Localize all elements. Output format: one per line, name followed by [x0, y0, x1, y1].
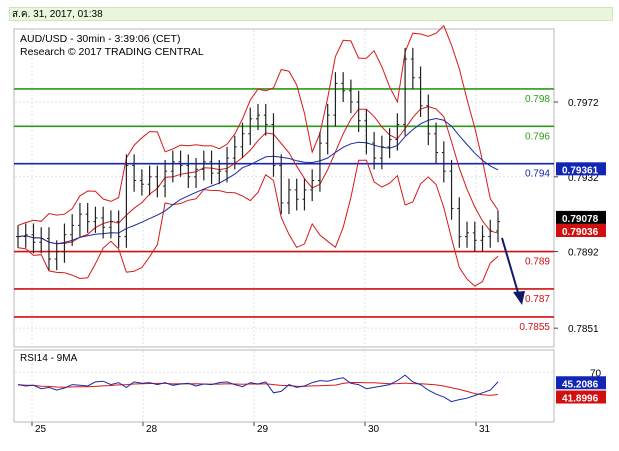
- price-badge-pointer: [556, 163, 561, 176]
- chart-title: AUD/USD - 30min - 3:39:06 (CET): [20, 33, 180, 45]
- price-bars: [16, 47, 500, 271]
- x-tick-label: 29: [257, 424, 269, 435]
- upper-band: [17, 24, 499, 226]
- timestamp-label: ส.ค. 31, 2017, 01:38: [9, 7, 613, 21]
- price-badge: [556, 162, 606, 176]
- rsi-series: [17, 374, 499, 403]
- chart-subtitle: Research © 2017 TRADING CENTRAL: [20, 46, 204, 58]
- top-bar: ส.ค. 31, 2017, 01:38: [0, 0, 619, 28]
- rsi-tick-label: 70: [590, 368, 602, 379]
- y-tick-label: 0.7972: [568, 98, 599, 109]
- x-tick-label: 25: [35, 424, 47, 435]
- x-tick-label: 31: [479, 424, 491, 435]
- moving-average: [17, 117, 499, 245]
- level-label: 0.787: [525, 294, 550, 305]
- x-tick-label: 30: [368, 424, 380, 435]
- price-badge-label: 45.2086: [562, 379, 599, 390]
- y-tick-label: 0.7932: [568, 173, 599, 184]
- price-badge-label: 0.79078: [562, 214, 599, 225]
- price-badge: [556, 223, 606, 237]
- x-axis: 25 28 29 30 31: [31, 422, 491, 435]
- forecast-arrow-shaft: [501, 237, 520, 297]
- bollinger-bands: [17, 24, 499, 287]
- y-tick-label: 0.7892: [568, 248, 599, 259]
- rsi-label: RSI14 - 9MA: [20, 353, 78, 364]
- price-badge: [556, 376, 606, 390]
- x-tick-label: 28: [146, 424, 158, 435]
- level-label: 0.7855: [519, 322, 550, 333]
- price-badge-label: 0.79361: [562, 165, 599, 176]
- price-badge-pointer: [556, 377, 561, 390]
- price-badge-pointer: [556, 211, 561, 224]
- price-badge-label: 41.8996: [562, 394, 599, 405]
- price-panel-frame: [13, 28, 555, 348]
- price-badge: [556, 390, 606, 404]
- y-tick-label: 0.7851: [568, 324, 599, 335]
- y-axis: 0.7972 0.7932 0.7892 0.7851 70: [554, 98, 602, 379]
- level-label: 0.798: [525, 94, 550, 105]
- middle-band: [17, 106, 499, 245]
- price-badge: [556, 210, 606, 224]
- price-badges: 0.79361 0.79078 0.79036 45.2086 41.8996: [556, 162, 606, 405]
- level-label: 0.796: [525, 131, 550, 142]
- forecast-arrow: [501, 237, 525, 305]
- rsi-line: [17, 374, 499, 403]
- lower-band: [17, 159, 499, 287]
- price-badge-pointer: [556, 391, 561, 404]
- support-resistance-levels: 0.798 0.796 0.794 0.789 0.787 0.7855: [14, 88, 554, 333]
- level-label: 0.794: [525, 169, 550, 180]
- price-badge-label: 0.79036: [562, 227, 599, 238]
- price-badge-pointer: [556, 224, 561, 237]
- level-label: 0.789: [525, 257, 550, 268]
- forecast-arrow-head: [513, 291, 525, 305]
